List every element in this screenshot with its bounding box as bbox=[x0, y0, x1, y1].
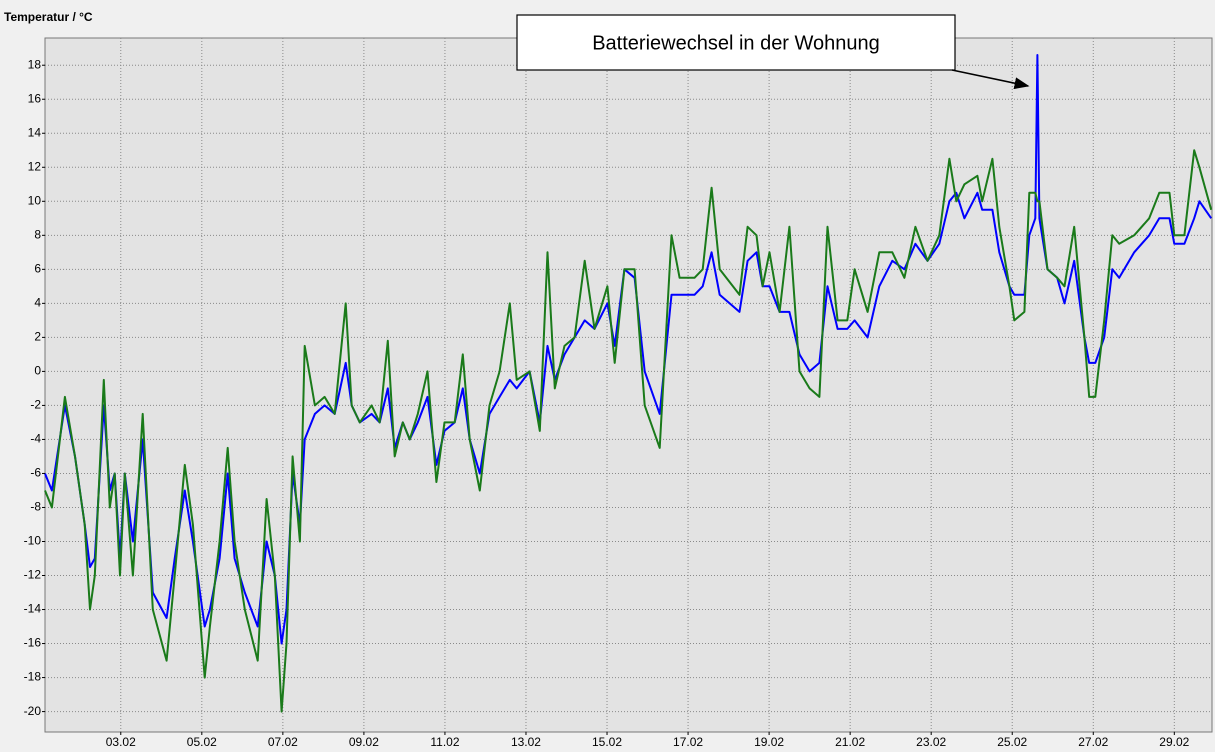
series-line bbox=[44, 149, 1213, 713]
y-tick-label: 18 bbox=[28, 57, 42, 71]
y-tick-label: -4 bbox=[30, 432, 41, 446]
x-tick-label: 25.02 bbox=[997, 735, 1027, 749]
x-tick-label: 17.02 bbox=[673, 735, 703, 749]
x-tick-label: 05.02 bbox=[187, 735, 217, 749]
annotation-arrow bbox=[951, 69, 1030, 90]
x-tick-label: 19.02 bbox=[754, 735, 784, 749]
x-tick-label: 27.02 bbox=[1078, 735, 1108, 749]
x-tick-label: 07.02 bbox=[268, 735, 298, 749]
series-line bbox=[44, 54, 1213, 645]
x-tick-label: 15.02 bbox=[592, 735, 622, 749]
y-tick-label: 6 bbox=[34, 262, 41, 276]
chart-title: Temperatur / °C bbox=[4, 10, 93, 24]
annotation: Batteriewechsel in der Wohnung bbox=[592, 32, 880, 54]
y-tick-label: 10 bbox=[28, 193, 42, 207]
x-tick-label: 23.02 bbox=[916, 735, 946, 749]
y-tick-label: 8 bbox=[34, 227, 41, 241]
x-tick-label: 21.02 bbox=[835, 735, 865, 749]
y-tick-label: 2 bbox=[34, 330, 41, 344]
y-tick-label: -18 bbox=[24, 670, 42, 684]
x-tick-label: 09.02 bbox=[349, 735, 379, 749]
y-tick-label: 0 bbox=[34, 364, 41, 378]
x-tick-label: 29.02 bbox=[1159, 735, 1189, 749]
y-tick-label: 14 bbox=[28, 125, 42, 139]
y-tick-label: -2 bbox=[30, 398, 41, 412]
y-tick-label: -16 bbox=[24, 636, 42, 650]
x-tick-label: 11.02 bbox=[430, 735, 459, 749]
y-tick-label: -20 bbox=[24, 704, 42, 718]
plot-area bbox=[44, 37, 1213, 733]
x-tick-label: 13.02 bbox=[511, 735, 541, 749]
y-tick-label: -6 bbox=[30, 466, 41, 480]
y-tick-label: -14 bbox=[24, 602, 42, 616]
annotation-box bbox=[516, 14, 956, 71]
y-tick-label: 12 bbox=[28, 159, 42, 173]
x-tick-label: 03.02 bbox=[106, 735, 136, 749]
y-tick-label: -10 bbox=[24, 534, 42, 548]
y-tick-label: 4 bbox=[34, 296, 41, 310]
y-tick-label: -12 bbox=[24, 568, 42, 582]
y-tick-label: -8 bbox=[30, 500, 41, 514]
y-tick-label: 16 bbox=[28, 91, 42, 105]
